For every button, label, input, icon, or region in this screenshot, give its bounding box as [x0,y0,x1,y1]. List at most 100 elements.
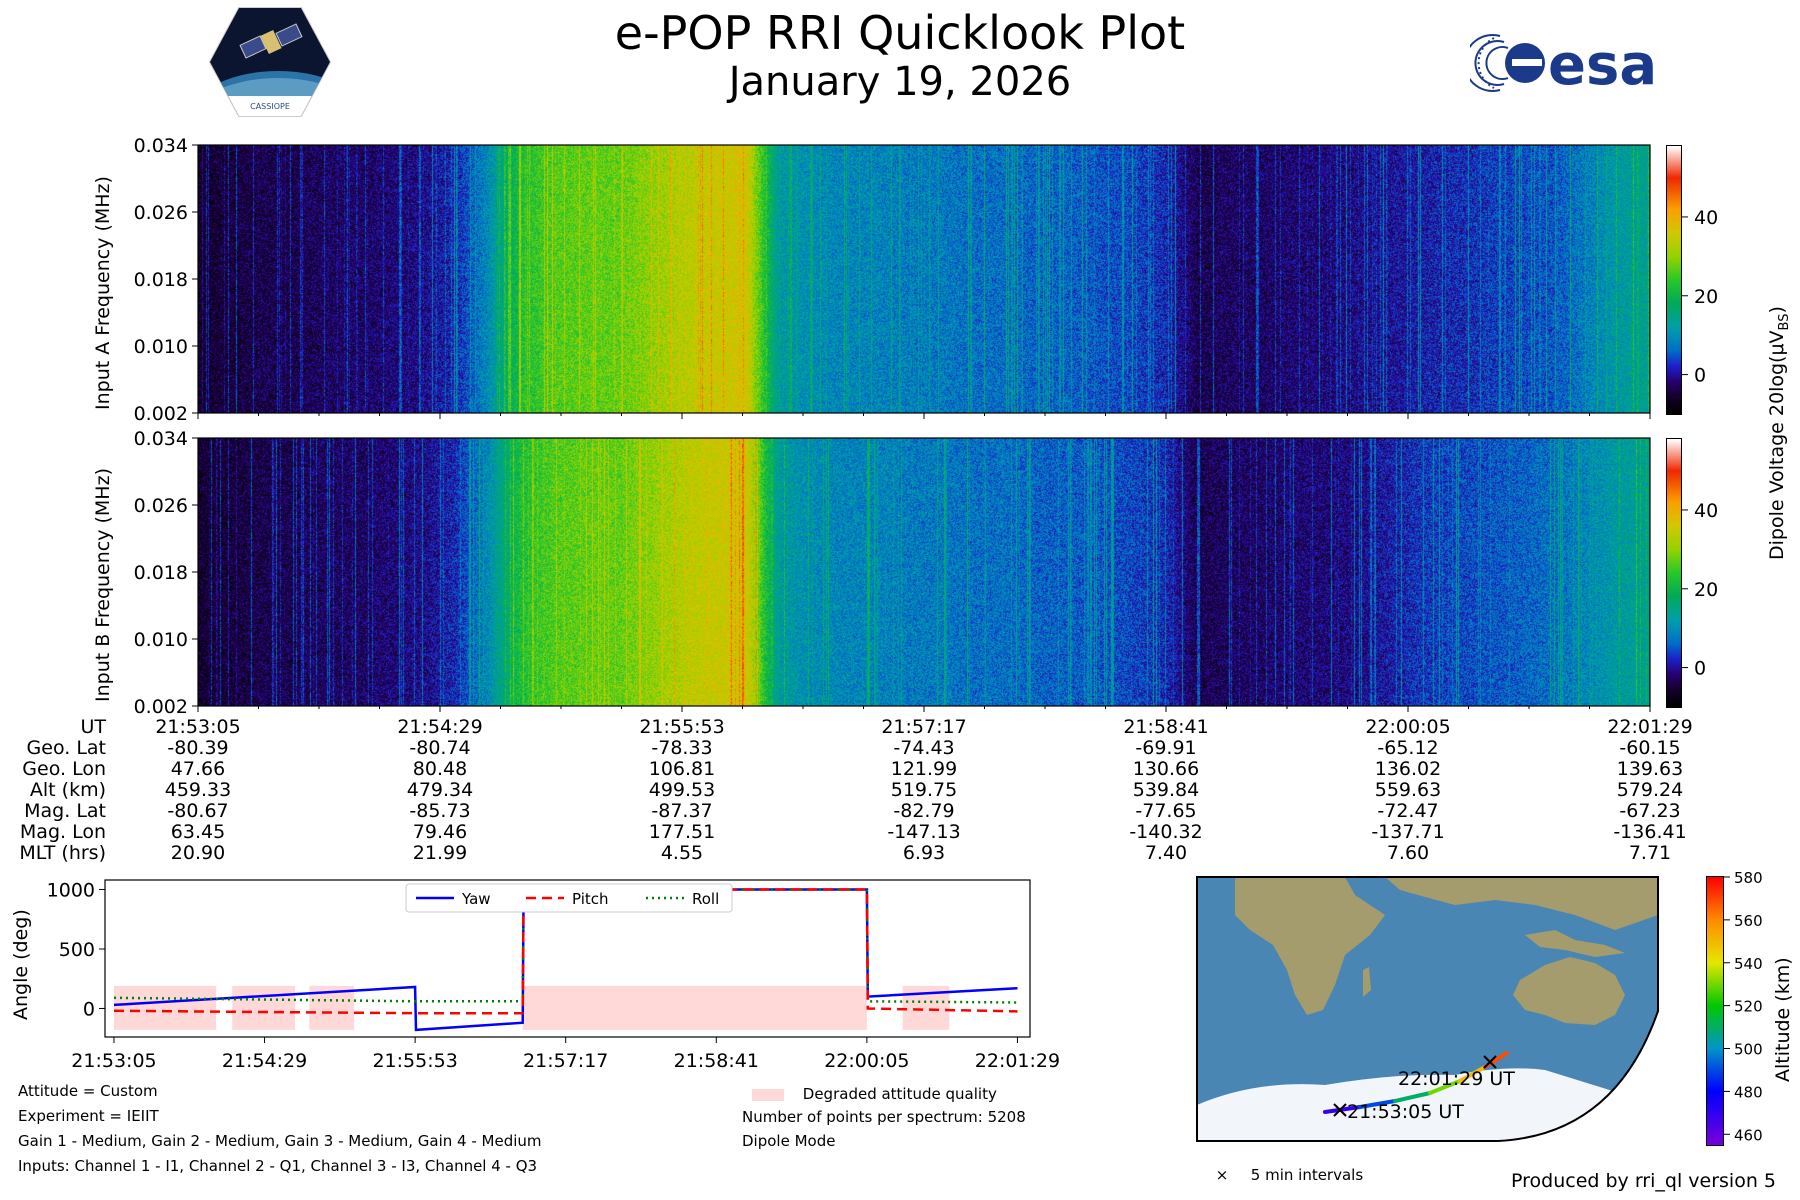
altitude-colorbar [1706,876,1724,1146]
spectrogram-ytick-label: 0.010 [134,629,188,651]
legend-label-roll: Roll [692,890,719,908]
dipole-colorbar-label: Dipole Voltage 20log(μVBS) [1766,306,1792,560]
ephemeris-value: -77.65 [1135,800,1197,822]
attitude-xtick-label: 21:57:17 [523,1050,608,1072]
dipole-colorbar-tick-label: 40 [1694,500,1718,522]
spectrogram-ytick-label: 0.034 [134,135,188,157]
ephemeris-value: -72.47 [1377,800,1439,822]
ephemeris-value: -136.41 [1613,821,1687,843]
spectrogram-ytick-label: 0.034 [134,428,188,450]
attitude-frame [104,879,1031,1038]
spectrogram-ytick-label: 0.002 [134,696,188,718]
attitude-note: Attitude = Custom [18,1082,158,1100]
ephemeris-value: -78.33 [651,737,713,759]
map-frame [1196,876,1659,1142]
ephemeris-value: 80.48 [412,758,468,780]
ephemeris-value: -67.23 [1619,800,1681,822]
legend-label-yaw: Yaw [461,890,491,908]
degraded-interval [522,985,867,1030]
spectrogram-ytick-label: 0.002 [134,403,188,425]
ephemeris-value: 63.45 [170,821,226,843]
ephemeris-table: UT 21:53:05 21:54:29 21:55:53 21:57:17 21:58:… [0,717,1800,867]
orbit-map: 21:53:05 UT 22:01:29 UT [1196,876,1659,1142]
ephemeris-row: UT 21:53:05 21:54:29 21:55:53 21:57:17 21:58:… [0,717,1800,738]
ephemeris-value: -85.73 [409,800,471,822]
spectrogram-ytick-label: 0.026 [134,495,188,517]
orbit-start-marker [1333,1103,1347,1117]
spectrogram-b-image [198,438,1650,706]
ephemeris-value: 121.99 [890,758,958,780]
ephemeris-label: Geo. Lon [22,758,106,780]
dipole-colorbar-tick-label: 20 [1694,579,1718,601]
altitude-colorbar-ticks: 460 480 500 520 540 560 580 [1724,869,1763,1144]
ephemeris-value: 21:55:53 [639,716,725,738]
altitude-colorbar-tick-label: 540 [1734,955,1763,973]
ephemeris-value: 21:58:41 [1123,716,1209,738]
ephemeris-value: 7.71 [1628,842,1672,864]
attitude-legend: Yaw Pitch Roll [405,883,733,913]
experiment-note: Experiment = IEIIT [18,1107,159,1125]
ephemeris-value: 21.99 [412,842,468,864]
attitude-xtick-label: 21:58:41 [674,1050,759,1072]
ephemeris-value: -147.13 [887,821,961,843]
map-body [1197,877,1658,1141]
ephemeris-value: -80.67 [167,800,229,822]
page-subtitle: January 19, 2026 [728,59,1072,105]
altitude-colorbar-tick-label: 500 [1734,1041,1763,1059]
ephemeris-value: -82.79 [893,800,955,822]
ephemeris-row: Geo. Lon 47.66 80.48 106.81 121.99 130.66 136.… [0,759,1800,780]
ephemeris-value: 130.66 [1132,758,1200,780]
dipole-colorbar-ticks: 0 20 40 0 20 40 [1682,207,1718,680]
spectrogram-axes: 0.002 0.010 0.018 0.026 0.034 0.002 0.010 0.018… [134,135,1651,718]
indonesia-landmass [1525,930,1625,957]
ephemeris-value: -74.43 [893,737,955,759]
ephemeris-value: -87.37 [651,800,713,822]
attitude-chart: 0 500 1000 21:53:05 21:54:29 21:55:53 21:57:17… [47,879,1060,1072]
svg-text:esa: esa [1548,33,1657,98]
degraded-interval [113,985,217,1030]
ephemeris-row: Mag. Lat -80.67 -85.73 -87.37 -82.79 -77.65 -7… [0,801,1800,822]
cassiope-logo: CASSIOPE [208,7,332,117]
spectrogram-frame [197,144,1651,414]
ephemeris-label: UT [80,716,106,738]
ephemeris-value: -80.74 [409,737,471,759]
ephemeris-value: 22:01:29 [1607,716,1693,738]
ephemeris-row: MLT (hrs) 20.90 21.99 4.55 6.93 7.40 7.60 7.71 [0,843,1800,864]
esa-logo: esa [1470,33,1657,98]
ephemeris-value: -60.15 [1619,737,1681,759]
spectrogram-frame [197,437,1651,707]
produced-by-note: Produced by rri_ql version 5 [1511,1170,1776,1192]
ephemeris-row: Geo. Lat -80.39 -80.74 -78.33 -74.43 -69.91 -6… [0,738,1800,759]
spectrogram-b-panel [198,438,1650,706]
ephemeris-value: 4.55 [660,842,704,864]
map-marker-legend: × 5 min intervals [1212,1166,1363,1184]
africa-landmass [1235,877,1385,1015]
dipole-colorbar-b [1666,438,1682,708]
spectrogram-ytick-label: 0.010 [134,336,188,358]
altitude-colorbar-tick-label: 480 [1734,1083,1763,1101]
mode-note: Dipole Mode [742,1132,836,1150]
inputs-note: Inputs: Channel 1 - I1, Channel 2 - Q1, … [18,1157,538,1175]
spectrogram-b-ylabel: Input B Frequency (MHz) [92,468,114,702]
orbit-5min-marker [1483,1055,1497,1069]
ephemeris-value: 539.84 [1132,779,1200,801]
ephemeris-value: 79.46 [412,821,468,843]
gains-note: Gain 1 - Medium, Gain 2 - Medium, Gain 3… [18,1132,542,1150]
ephemeris-label: Mag. Lon [19,821,106,843]
attitude-ytick-label: 1000 [47,880,95,902]
ephemeris-label: MLT (hrs) [19,842,106,864]
ephemeris-value: 6.93 [902,842,946,864]
attitude-xtick-label: 21:53:05 [71,1050,156,1072]
ephemeris-value: 20.90 [170,842,226,864]
ephemeris-value: 21:53:05 [155,716,241,738]
ephemeris-value: -69.91 [1135,737,1197,759]
attitude-xtick-label: 22:00:05 [824,1050,909,1072]
altitude-colorbar-tick-label: 520 [1734,998,1763,1016]
ephemeris-value: -137.71 [1371,821,1445,843]
points-per-spectrum-note: Number of points per spectrum: 5208 [742,1108,1026,1126]
spectrogram-a-panel [198,145,1650,413]
degraded-swatch [752,1088,784,1101]
orbit-track-segment [1358,1099,1397,1109]
dipole-colorbar-tick-label: 0 [1694,658,1706,680]
ephemeris-value: -140.32 [1129,821,1203,843]
